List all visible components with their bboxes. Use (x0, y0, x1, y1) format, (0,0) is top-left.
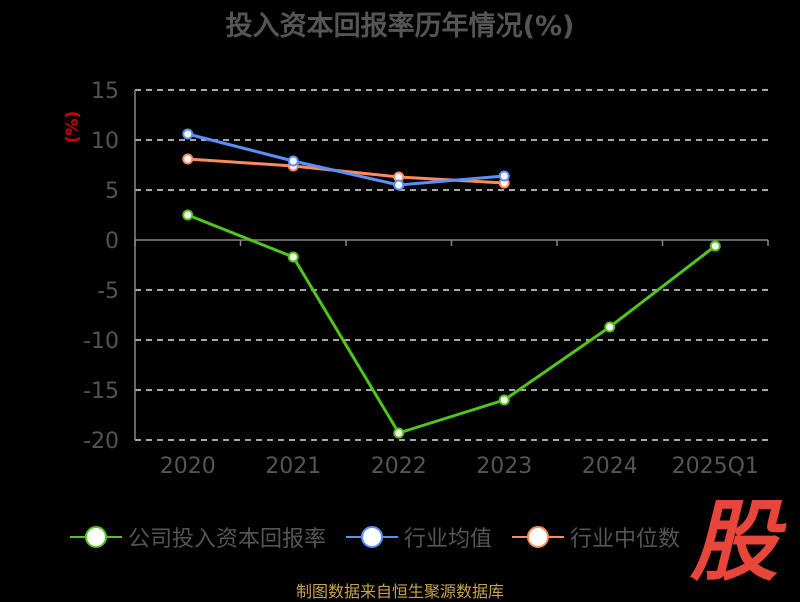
x-tick-label: 2020 (160, 454, 216, 479)
axes: 15 10 5 0 -5 -10 -15 -20 2020 2021 2022 2023 2024 202… (83, 79, 769, 479)
y-axis-label: (%) (63, 111, 83, 144)
legend-item[interactable]: 行业均值 (346, 521, 492, 553)
data-point (287, 251, 299, 263)
legend-marker (70, 522, 122, 552)
legend-item[interactable]: 行业中位数 (512, 521, 680, 553)
y-tick-label: 5 (105, 179, 119, 204)
data-point (604, 321, 616, 333)
series-行业中位数 (182, 153, 510, 189)
data-point (182, 209, 194, 221)
legend-marker (512, 522, 565, 552)
series-公司投入资本回报率 (182, 209, 721, 439)
source-note: 制图数据来自恒生聚源数据库 (295, 582, 504, 601)
legend-item[interactable]: 公司投入资本回报率 (70, 521, 326, 553)
x-tick-label: 2024 (582, 454, 638, 479)
data-point (498, 394, 510, 406)
series-lines (182, 128, 721, 439)
x-tick-label: 2022 (371, 454, 427, 479)
data-point (498, 170, 510, 182)
watermark-logo: 股 (690, 490, 779, 593)
series-行业均值 (182, 128, 510, 191)
data-point (182, 128, 194, 140)
series-line (187, 132, 505, 187)
y-tick-label: -15 (83, 379, 119, 404)
y-tick-label: -20 (83, 429, 119, 454)
data-point (393, 427, 405, 439)
y-tick-label: 15 (91, 79, 119, 104)
data-point (709, 240, 721, 252)
legend-label: 公司投入资本回报率 (128, 527, 327, 552)
legend-marker (346, 522, 399, 552)
chart-title: 投入资本回报率历年情况(%) (225, 11, 575, 42)
legend: 公司投入资本回报率 行业均值 行业中位数 (70, 520, 700, 554)
y-tick-label: 0 (105, 229, 119, 254)
x-tick-label: 2023 (476, 454, 532, 479)
y-tick-label: 10 (91, 129, 119, 154)
y-tick-label: -10 (83, 329, 119, 354)
x-tick-label: 2025Q1 (672, 454, 759, 479)
grid-lines (135, 89, 768, 441)
data-point (393, 179, 405, 191)
data-point (182, 153, 194, 165)
data-point (287, 155, 299, 167)
legend-label: 行业均值 (404, 527, 493, 552)
series-line (187, 213, 717, 435)
x-tick-label: 2021 (265, 454, 321, 479)
y-tick-label: -5 (97, 279, 119, 304)
legend-label: 行业中位数 (570, 527, 681, 552)
